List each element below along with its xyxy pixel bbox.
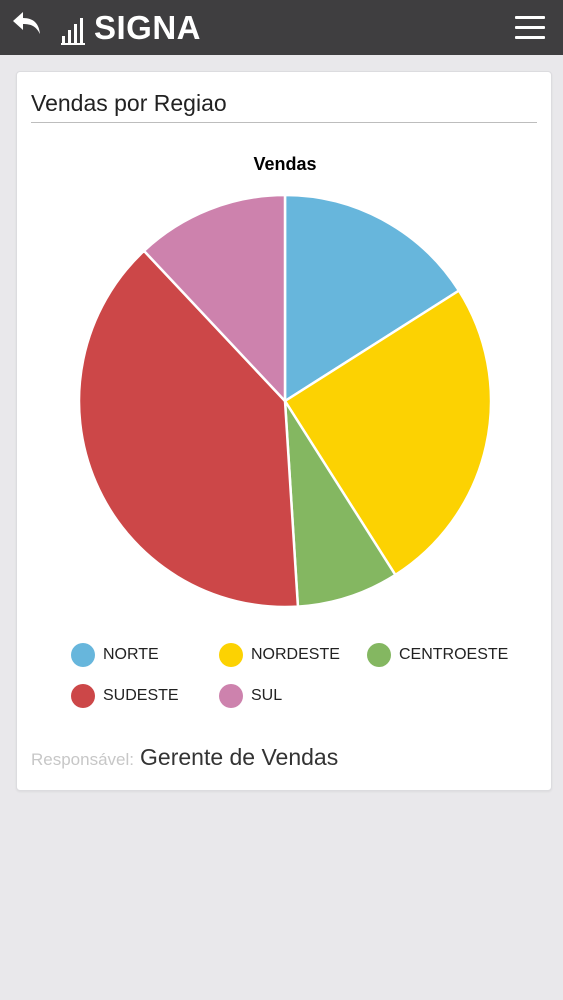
pie-slice-centroeste[interactable] [283,400,398,608]
legend-label: NORTE [103,646,159,663]
pie-slice-sudeste[interactable] [77,249,300,609]
card-title: Vendas por Regiao [31,90,227,116]
responsible-label: Responsável: [31,750,135,769]
pie-slice-nordeste[interactable] [283,288,493,577]
legend-item-norte[interactable]: NORTE [71,642,159,668]
legend-swatch [219,684,243,708]
legend-label: SUL [251,687,283,704]
legend-swatch [367,643,391,667]
legend-swatch [71,643,95,667]
legend-swatch [71,684,95,708]
back-button[interactable] [10,8,46,44]
legend-label: CENTROESTE [399,646,509,663]
pie-chart: Vendas [77,154,493,609]
back-arrow-icon [13,12,40,34]
chart-title: Vendas [253,154,316,174]
pie-slice-sul[interactable] [142,193,287,405]
responsible-row: Responsável: Gerente de Vendas [31,744,338,771]
card-divider [31,122,537,123]
legend-item-sul[interactable]: SUL [219,683,282,709]
legend-label: NORDESTE [251,646,340,663]
hamburger-menu-icon [515,16,545,19]
legend-label: SUDESTE [103,687,179,704]
app-header: SIGNA [0,0,563,55]
chart-card: Vendas por Regiao Vendas NORTE NORDESTE CE… [16,71,552,791]
signa-logo: SIGNA [60,8,201,46]
pie-slice-norte[interactable] [283,193,461,404]
responsible-value: Gerente de Vendas [140,744,339,770]
pie-slices [77,193,493,609]
legend-item-sudeste[interactable]: SUDESTE [71,683,179,709]
bar-chart-logo-icon [61,18,85,45]
legend-item-nordeste[interactable]: NORDESTE [219,642,340,668]
legend-swatch [219,643,243,667]
logo-text: SIGNA [94,9,202,46]
menu-button[interactable] [515,16,545,40]
legend-item-centroeste[interactable]: CENTROESTE [367,642,508,668]
